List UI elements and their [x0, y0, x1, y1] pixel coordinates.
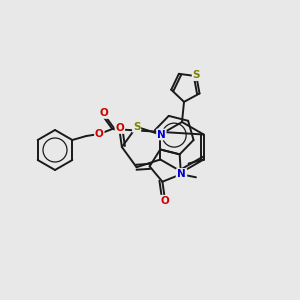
Text: N: N	[177, 169, 185, 179]
Text: S: S	[193, 70, 200, 80]
Text: O: O	[100, 108, 109, 118]
Text: S: S	[133, 122, 140, 132]
Text: O: O	[116, 123, 124, 133]
Text: N: N	[157, 130, 166, 140]
Text: O: O	[95, 129, 104, 139]
Text: O: O	[160, 196, 169, 206]
Text: N: N	[178, 169, 186, 179]
